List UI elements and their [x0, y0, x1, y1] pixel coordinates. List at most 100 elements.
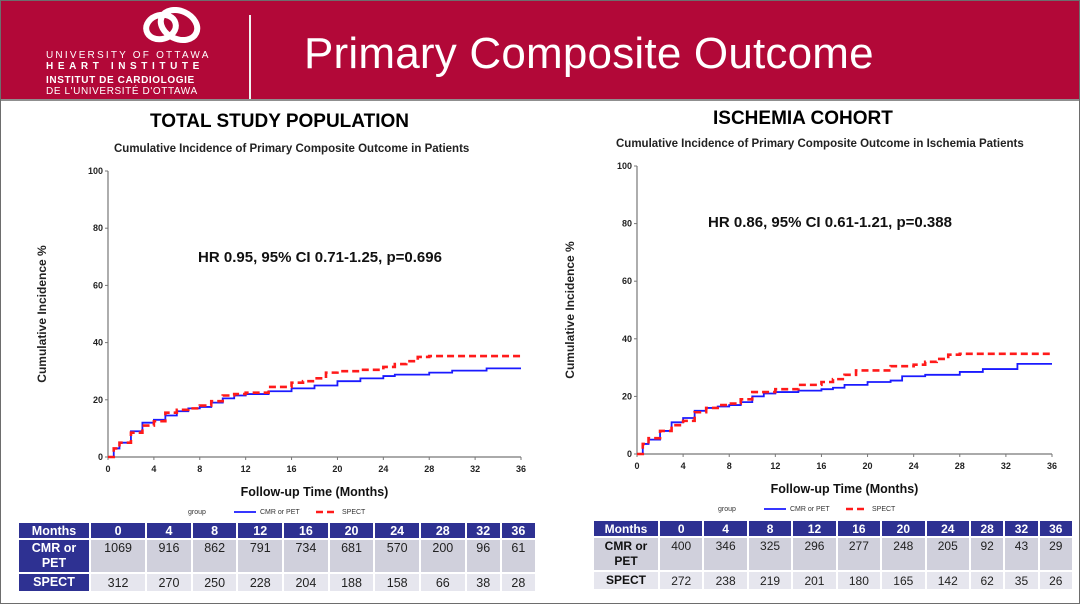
risk-header: 8: [748, 521, 792, 536]
y-tick-label: 60: [93, 280, 103, 290]
x-tick-label: 8: [727, 461, 732, 471]
table-row: CMR or PET 1069 916 862 791 734 681 570 …: [19, 540, 535, 572]
risk-header: 4: [147, 523, 191, 538]
risk-cell: 38: [466, 574, 500, 591]
risk-header: 0: [660, 521, 703, 536]
risk-cell: 204: [284, 574, 328, 591]
risk-header-months: Months: [594, 521, 658, 536]
x-axis-label: Follow-up Time (Months): [241, 485, 389, 499]
series-line-spect: [108, 354, 521, 459]
risk-table-ischemia: Months 0 4 8 12 16 20 24 28 32 36 CMR or…: [592, 519, 1074, 591]
y-tick-label: 60: [622, 276, 632, 286]
risk-cell: 228: [238, 574, 283, 591]
risk-cell: 205: [926, 538, 969, 570]
risk-cell: 862: [192, 540, 237, 572]
y-tick-label: 20: [93, 395, 103, 405]
x-axis-label: Follow-up Time (Months): [771, 482, 919, 496]
risk-cell: 61: [501, 540, 535, 572]
x-tick-label: 24: [909, 461, 919, 471]
series-line-cmr-or-pet: [637, 362, 1052, 455]
risk-header: 20: [329, 523, 374, 538]
risk-cell: 35: [1005, 572, 1038, 589]
risk-header: 28: [421, 523, 465, 538]
risk-cell: 277: [837, 538, 881, 570]
y-axis-label: Cumulative Incidence %: [563, 241, 577, 379]
y-tick-label: 40: [93, 338, 103, 348]
risk-cell: 92: [970, 538, 1004, 570]
risk-cell: 219: [748, 572, 792, 589]
risk-header: 0: [91, 523, 146, 538]
row-label: SPECT: [19, 574, 89, 591]
y-tick-label: 40: [622, 334, 632, 344]
table-row: SPECT 272 238 219 201 180 165 142 62 35 …: [594, 572, 1072, 589]
risk-header: 36: [1039, 521, 1072, 536]
legend-title: group: [718, 506, 736, 513]
x-tick-label: 12: [241, 464, 251, 474]
risk-cell: 43: [1005, 538, 1038, 570]
risk-header: 16: [284, 523, 328, 538]
legend-label: SPECT: [872, 506, 896, 513]
header-divider: [249, 15, 251, 99]
risk-cell: 272: [660, 572, 703, 589]
risk-header: 8: [192, 523, 237, 538]
risk-header-months: Months: [19, 523, 89, 538]
risk-cell: 296: [793, 538, 836, 570]
risk-header: 24: [375, 523, 419, 538]
risk-cell: 201: [793, 572, 836, 589]
x-tick-label: 32: [470, 464, 480, 474]
y-tick-label: 80: [93, 223, 103, 233]
risk-cell: 29: [1039, 538, 1072, 570]
risk-cell: 325: [748, 538, 792, 570]
risk-header: 20: [882, 521, 925, 536]
y-tick-label: 100: [617, 161, 632, 171]
x-tick-label: 28: [955, 461, 965, 471]
risk-header: 12: [793, 521, 836, 536]
risk-cell: 570: [375, 540, 419, 572]
risk-cell: 28: [501, 574, 535, 591]
row-label: SPECT: [594, 572, 658, 589]
hazard-ratio-annotation: HR 0.95, 95% CI 0.71-1.25, p=0.696: [198, 249, 442, 266]
risk-cell: 270: [147, 574, 191, 591]
y-tick-label: 100: [88, 166, 103, 176]
series-line-spect: [637, 352, 1052, 456]
risk-cell: 158: [375, 574, 419, 591]
table-row: SPECT 312 270 250 228 204 188 158 66 38 …: [19, 574, 535, 591]
x-tick-label: 16: [816, 461, 826, 471]
x-tick-label: 28: [424, 464, 434, 474]
x-tick-label: 4: [681, 461, 686, 471]
risk-cell: 312: [91, 574, 146, 591]
x-tick-label: 4: [151, 464, 156, 474]
risk-cell: 26: [1039, 572, 1072, 589]
risk-cell: 188: [329, 574, 374, 591]
x-tick-label: 20: [863, 461, 873, 471]
section-title-total: TOTAL STUDY POPULATION: [150, 111, 409, 132]
legend-label: CMR or PET: [790, 506, 830, 513]
x-tick-label: 32: [1001, 461, 1011, 471]
risk-cell: 248: [882, 538, 925, 570]
risk-cell: 681: [329, 540, 374, 572]
risk-header: 16: [837, 521, 881, 536]
slide-header: UNIVERSITY OF OTTAWA HEART INSTITUTE INS…: [1, 1, 1079, 101]
risk-header: 4: [704, 521, 747, 536]
logo-line-4: DE L'UNIVERSITÉ D'OTTAWA: [46, 86, 198, 97]
x-tick-label: 0: [105, 464, 110, 474]
x-tick-label: 16: [287, 464, 297, 474]
x-tick-label: 24: [378, 464, 388, 474]
x-tick-label: 12: [770, 461, 780, 471]
y-axis-label: Cumulative Incidence %: [35, 245, 49, 383]
risk-cell: 734: [284, 540, 328, 572]
section-title-ischemia: ISCHEMIA COHORT: [713, 108, 893, 125]
slide-title: Primary Composite Outcome: [304, 29, 874, 78]
risk-cell: 200: [421, 540, 465, 572]
risk-cell: 346: [704, 538, 747, 570]
x-tick-label: 36: [516, 464, 526, 474]
risk-header: 24: [926, 521, 969, 536]
institution-logo-text: UNIVERSITY OF OTTAWA HEART INSTITUTE INS…: [46, 50, 211, 97]
risk-cell: 62: [970, 572, 1004, 589]
logo-line-2: HEART INSTITUTE: [46, 61, 204, 72]
table-row: CMR or PET 400 346 325 296 277 248 205 9…: [594, 538, 1072, 570]
y-tick-label: 20: [622, 391, 632, 401]
risk-header: 32: [1005, 521, 1038, 536]
risk-cell: 66: [421, 574, 465, 591]
